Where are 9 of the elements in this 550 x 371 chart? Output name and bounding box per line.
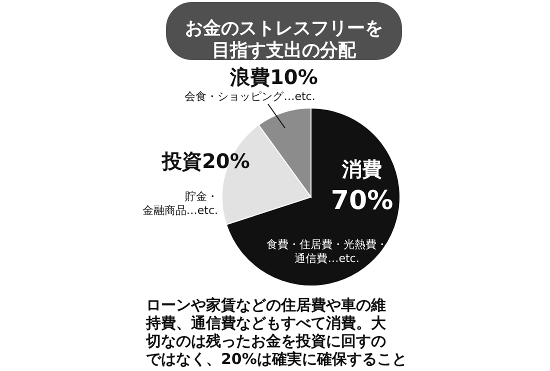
data-label: 70%	[330, 186, 394, 216]
text: ローンや家賃などの住居費や車の維持費、通信費などもすべて消費。大切なのは残ったお金を投資に回すのではなく、20%は確実に確保すること	[145, 296, 407, 368]
text: 貯金・金融商品…etc.	[142, 190, 218, 217]
text: 会食・ショッピング…etc.	[184, 90, 316, 103]
slice-label: 消費	[341, 157, 382, 181]
slice-label: 浪費10%	[229, 65, 318, 89]
text: 食費・住居費・光熱費・通信費…etc.	[266, 238, 388, 265]
slice-label: 投資20%	[161, 149, 250, 173]
chart-title: お金のストレスフリーを目指す支出の分配	[185, 18, 383, 61]
